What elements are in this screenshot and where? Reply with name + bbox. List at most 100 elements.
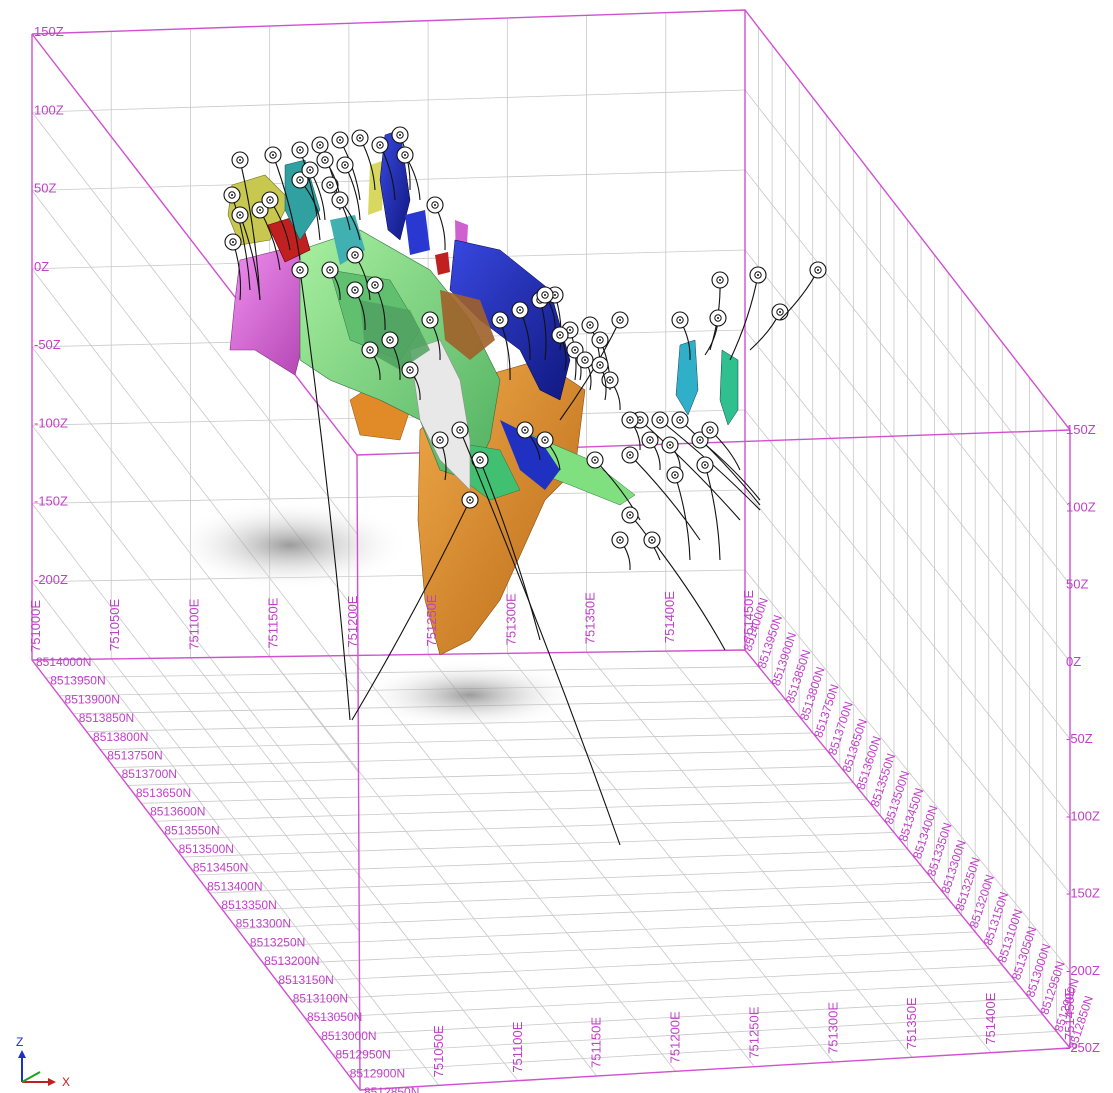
grid-line bbox=[744, 249, 1071, 662]
grid-line bbox=[31, 569, 746, 583]
grid-line bbox=[100, 732, 813, 750]
drillhole-collar-icon bbox=[516, 306, 524, 314]
grid-line bbox=[744, 89, 1071, 508]
drillhole-trace bbox=[704, 464, 721, 561]
drillhole-collar-icon bbox=[369, 349, 371, 351]
drillhole-collar-icon bbox=[272, 154, 274, 156]
shadow-lower bbox=[360, 660, 580, 730]
easting-label-top: 751200E bbox=[345, 595, 360, 647]
drillhole-collar-icon bbox=[541, 291, 549, 299]
easting-label-bottom: 751100E bbox=[510, 1021, 525, 1072]
z-label-left: 0Z bbox=[34, 259, 49, 274]
grid-line bbox=[318, 997, 1030, 1037]
drillhole-collar-icon bbox=[674, 474, 676, 476]
drillhole-collar-icon bbox=[456, 426, 464, 434]
shadow-main bbox=[170, 500, 410, 590]
northing-label-left: 8513250N bbox=[250, 935, 305, 949]
drillhole-collar-icon bbox=[599, 339, 601, 341]
drillhole-collar-icon bbox=[696, 436, 704, 444]
left-wall-grid bbox=[31, 112, 360, 1011]
drillhole-collar-icon bbox=[296, 176, 304, 184]
drillhole-collar-icon bbox=[389, 339, 391, 341]
z-label-left: -200Z bbox=[34, 572, 68, 587]
northing-label-left: 8513100N bbox=[293, 992, 348, 1006]
northing-label-left: 8513650N bbox=[136, 786, 191, 800]
drillhole-collar-icon bbox=[339, 139, 341, 141]
blue-solid-4 bbox=[405, 210, 430, 255]
northing-label-left: 8513850N bbox=[79, 711, 134, 725]
grid-line bbox=[346, 1031, 1057, 1073]
grid-line bbox=[127, 765, 840, 786]
drillhole-collar-icon bbox=[679, 319, 681, 321]
drillhole-collar-icon bbox=[399, 134, 401, 136]
drillhole-collar-icon bbox=[429, 319, 431, 321]
easting-label-top: 751300E bbox=[503, 593, 518, 645]
northing-label-left: 8513150N bbox=[278, 973, 333, 987]
grid-line bbox=[31, 489, 746, 504]
drillhole-collar-icon bbox=[519, 309, 521, 311]
drillhole-collar-icon bbox=[706, 426, 714, 434]
grid-line bbox=[744, 169, 1071, 585]
drillhole-collar-icon bbox=[589, 324, 591, 326]
z-label-right: -150Z bbox=[1066, 886, 1100, 901]
drillhole-collar-icon bbox=[596, 336, 604, 344]
northing-label-left: 8513550N bbox=[164, 823, 219, 837]
drillhole-collar-icon bbox=[659, 419, 661, 421]
z-label-right: -250Z bbox=[1066, 1040, 1100, 1055]
northing-labels-left: 8514000N 8513950N 8513900N 8513850N 8513800N… bbox=[36, 655, 419, 1093]
drillhole-collar-icon bbox=[371, 281, 379, 289]
drillhole-collar-icon bbox=[344, 164, 346, 166]
grid-line bbox=[744, 569, 1071, 972]
drillhole-collar-icon bbox=[354, 289, 356, 291]
drillhole-trace bbox=[272, 154, 301, 261]
easting-label-bottom: 751450E bbox=[1062, 988, 1077, 1040]
grid-line bbox=[195, 848, 908, 876]
drillhole-collar-icon bbox=[574, 349, 576, 351]
bounding-box bbox=[31, 9, 1071, 1091]
drillhole-collar-icon bbox=[671, 471, 679, 479]
drillhole-collar-icon bbox=[406, 366, 414, 374]
drillhole-trace bbox=[679, 419, 761, 506]
drillhole-collar-icon bbox=[351, 286, 359, 294]
teal-solid-3 bbox=[719, 349, 739, 426]
drillhole-collar-icon bbox=[379, 144, 381, 146]
drillhole-collar-icon bbox=[469, 499, 471, 501]
grid-line bbox=[744, 409, 1071, 817]
drillhole-collar-icon bbox=[319, 144, 321, 146]
drillhole-trace bbox=[459, 429, 621, 846]
drillhole-collar-icon bbox=[779, 311, 781, 313]
drillhole-collar-icon bbox=[616, 316, 624, 324]
drillhole-collar-icon bbox=[679, 419, 681, 421]
drillhole-collar-icon bbox=[232, 241, 234, 243]
brown-solid bbox=[440, 290, 495, 360]
drillholes bbox=[223, 126, 827, 846]
drillhole-collar-icon bbox=[354, 254, 356, 256]
drillhole-collar-icon bbox=[299, 149, 301, 151]
drillhole-collar-icon bbox=[571, 346, 579, 354]
drillhole-collar-icon bbox=[386, 336, 394, 344]
drillhole-collar-icon bbox=[336, 196, 344, 204]
drillhole-collar-icon bbox=[626, 451, 634, 459]
easting-label-top: 751250E bbox=[424, 594, 439, 646]
drillhole-collar-icon bbox=[499, 319, 501, 321]
drillhole-collar-icon bbox=[329, 184, 331, 186]
drillhole-collar-icon bbox=[716, 276, 724, 284]
easting-label-top: 751000E bbox=[28, 600, 43, 652]
drillhole-collar-icon bbox=[757, 274, 759, 276]
drillhole-trace bbox=[239, 214, 261, 301]
drillhole-collar-icon bbox=[609, 379, 611, 381]
northing-label-left: 8513050N bbox=[307, 1010, 362, 1024]
drillhole-collar-icon bbox=[306, 166, 314, 174]
z-axis-labels-left: 150Z 100Z 50Z 0Z -50Z -100Z -150Z -200Z bbox=[34, 24, 68, 587]
drillhole-collar-icon bbox=[329, 269, 331, 271]
northing-label-left: 8512950N bbox=[335, 1048, 390, 1062]
northing-label-left: 8513200N bbox=[264, 954, 319, 968]
drillhole-collar-icon bbox=[269, 199, 271, 201]
drillhole-collar-icon bbox=[476, 456, 484, 464]
northing-label-left: 8513600N bbox=[150, 805, 205, 819]
drillhole-collar-icon bbox=[754, 271, 762, 279]
triad-z-label: Z bbox=[16, 1035, 23, 1049]
drillhole-collar-icon bbox=[709, 429, 711, 431]
easting-label-top: 751400E bbox=[662, 591, 677, 643]
